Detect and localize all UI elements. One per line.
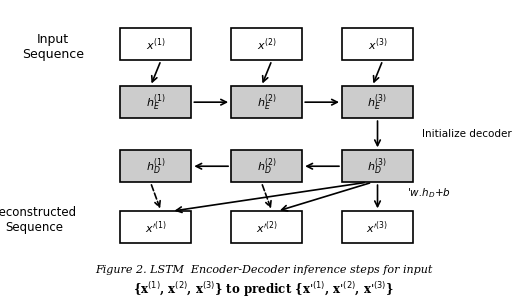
Text: {x$^{(1)}$, x$^{(2)}$, x$^{(3)}$} to predict {x$'^{(1)}$, x$'^{(2)}$, x$'^{(3)}$: {x$^{(1)}$, x$^{(2)}$, x$^{(3)}$} to pre…: [134, 280, 394, 299]
Text: $x^{(1)}$: $x^{(1)}$: [146, 36, 166, 52]
FancyBboxPatch shape: [342, 86, 413, 118]
Text: $x'^{(3)}$: $x'^{(3)}$: [366, 219, 389, 235]
Text: $h_E^{(2)}$: $h_E^{(2)}$: [257, 92, 277, 113]
Text: 'w.h$_D$+b: 'w.h$_D$+b: [407, 186, 450, 200]
Text: Reconstructed
Sequence: Reconstructed Sequence: [0, 206, 77, 234]
Text: $x^{(3)}$: $x^{(3)}$: [367, 36, 388, 52]
FancyBboxPatch shape: [120, 211, 192, 243]
Text: $x'^{(1)}$: $x'^{(1)}$: [145, 219, 167, 235]
FancyBboxPatch shape: [120, 150, 192, 182]
FancyBboxPatch shape: [231, 211, 303, 243]
Text: $h_D^{(2)}$: $h_D^{(2)}$: [257, 156, 277, 177]
Text: Input
Sequence: Input Sequence: [22, 33, 84, 61]
Text: Initialize decoder: Initialize decoder: [422, 129, 512, 138]
FancyBboxPatch shape: [342, 150, 413, 182]
Text: $x'^{(2)}$: $x'^{(2)}$: [256, 219, 278, 235]
FancyBboxPatch shape: [120, 86, 192, 118]
Text: $h_E^{(3)}$: $h_E^{(3)}$: [367, 92, 388, 113]
FancyBboxPatch shape: [231, 86, 303, 118]
Text: $h_E^{(1)}$: $h_E^{(1)}$: [146, 92, 166, 113]
Text: Figure 2. LSTM  Encoder-Decoder inference steps for input: Figure 2. LSTM Encoder-Decoder inference…: [96, 265, 432, 275]
FancyBboxPatch shape: [231, 28, 303, 60]
Text: $h_D^{(1)}$: $h_D^{(1)}$: [146, 156, 166, 177]
Text: $h_D^{(3)}$: $h_D^{(3)}$: [367, 156, 388, 177]
Text: $x^{(2)}$: $x^{(2)}$: [257, 36, 277, 52]
FancyBboxPatch shape: [231, 150, 303, 182]
FancyBboxPatch shape: [342, 28, 413, 60]
FancyBboxPatch shape: [120, 28, 192, 60]
FancyBboxPatch shape: [342, 211, 413, 243]
